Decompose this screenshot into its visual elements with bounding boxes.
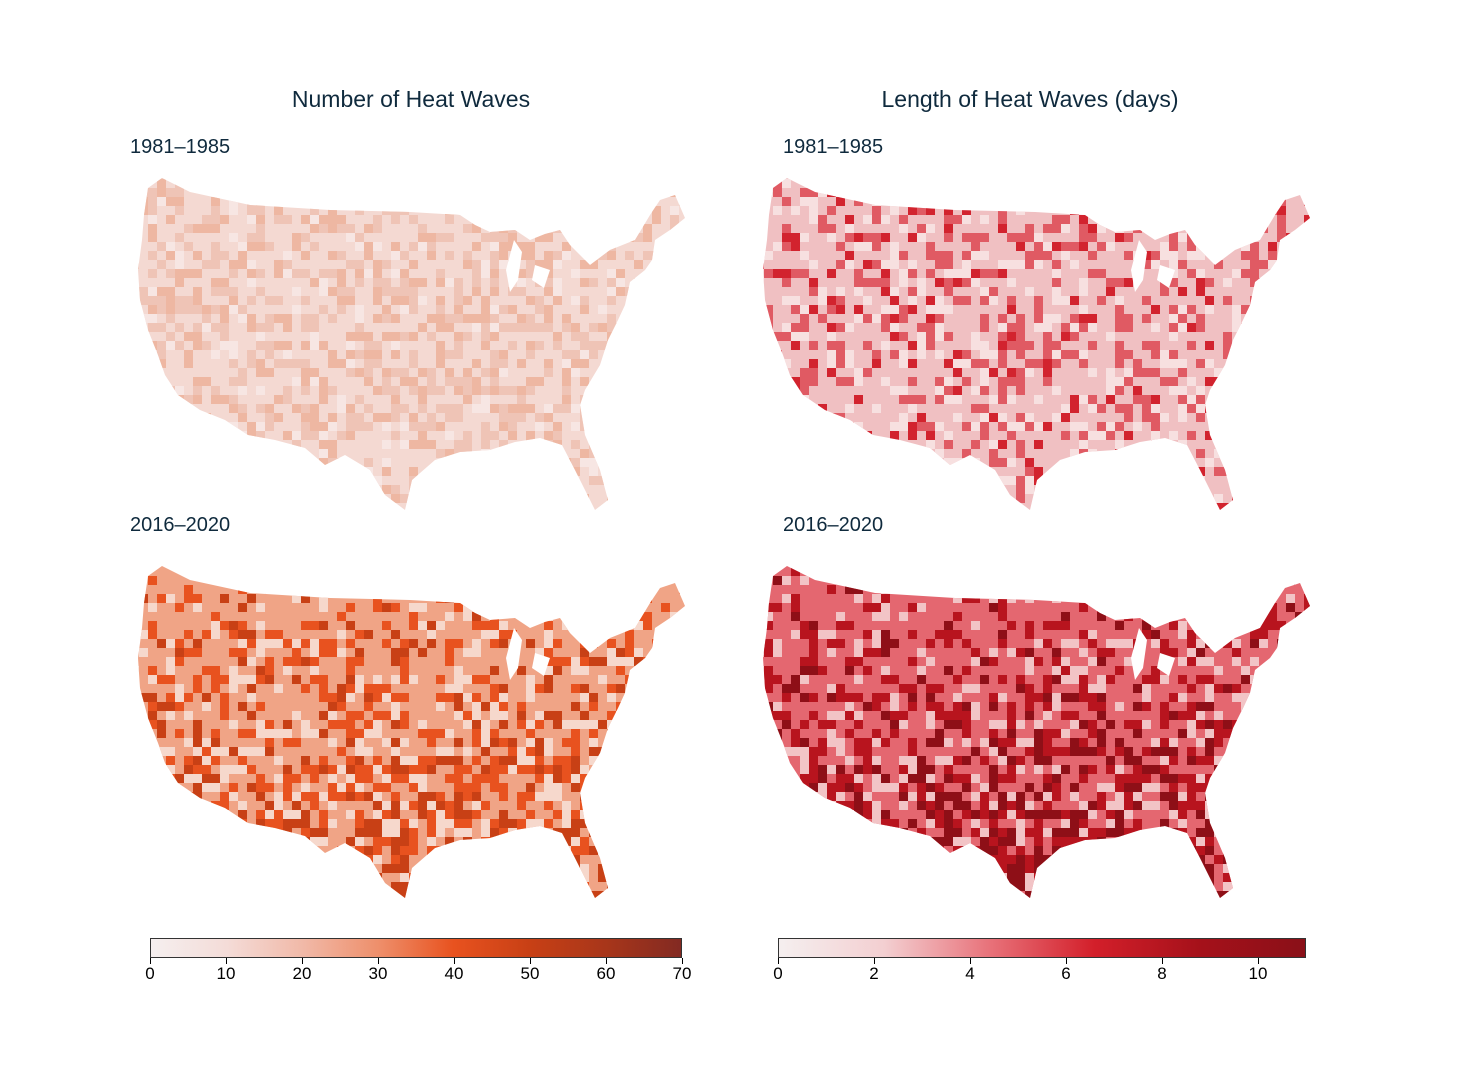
- colorbar-length: [778, 938, 1306, 958]
- colorbar-tick-label: 50: [520, 964, 540, 983]
- colorbar-tick-label: 0: [773, 964, 783, 983]
- colorbar-number: [150, 938, 682, 958]
- right-bottom-period-label: 2016–2020: [783, 514, 884, 536]
- left-panel-title: Number of Heat Waves: [291, 86, 531, 112]
- colorbar-tick: [606, 958, 607, 964]
- colorbar-tick: [530, 958, 531, 964]
- colorbar-tick-label: 60: [596, 964, 616, 983]
- colorbar-tick-label: 6: [1061, 964, 1071, 983]
- colorbar-tick-label: 10: [216, 964, 236, 983]
- colorbar-tick: [970, 958, 971, 964]
- left-top-period-label: 1981–1985: [130, 136, 231, 158]
- colorbar-tick: [302, 958, 303, 964]
- colorbar-tick: [150, 958, 151, 964]
- right-panel-title: Length of Heat Waves (days): [881, 86, 1179, 112]
- colorbar-tick: [226, 958, 227, 964]
- colorbar-tick: [378, 958, 379, 964]
- colorbar-tick: [454, 958, 455, 964]
- right-top-period-label: 1981–1985: [783, 136, 884, 158]
- colorbar-tick-label: 20: [292, 964, 312, 983]
- us-map-length-1981-1985: [763, 178, 1310, 510]
- colorbar-tick-label: 10: [1248, 964, 1268, 983]
- colorbar-tick: [1066, 958, 1067, 964]
- us-map-number-2016-2020: [138, 566, 685, 898]
- colorbar-tick: [874, 958, 875, 964]
- colorbar-tick-label: 70: [672, 964, 692, 983]
- colorbar-tick: [682, 958, 683, 964]
- colorbar-tick-label: 30: [368, 964, 388, 983]
- colorbar-tick-label: 8: [1157, 964, 1167, 983]
- colorbar-tick: [778, 958, 779, 964]
- us-map-number-1981-1985: [138, 178, 685, 510]
- colorbar-tick-label: 0: [145, 964, 155, 983]
- left-bottom-period-label: 2016–2020: [130, 514, 231, 536]
- colorbar-tick: [1162, 958, 1163, 964]
- colorbar-tick-label: 2: [869, 964, 879, 983]
- colorbar-tick-label: 4: [965, 964, 975, 983]
- us-map-length-2016-2020: [763, 566, 1310, 898]
- colorbar-tick: [1258, 958, 1259, 964]
- colorbar-tick-label: 40: [444, 964, 464, 983]
